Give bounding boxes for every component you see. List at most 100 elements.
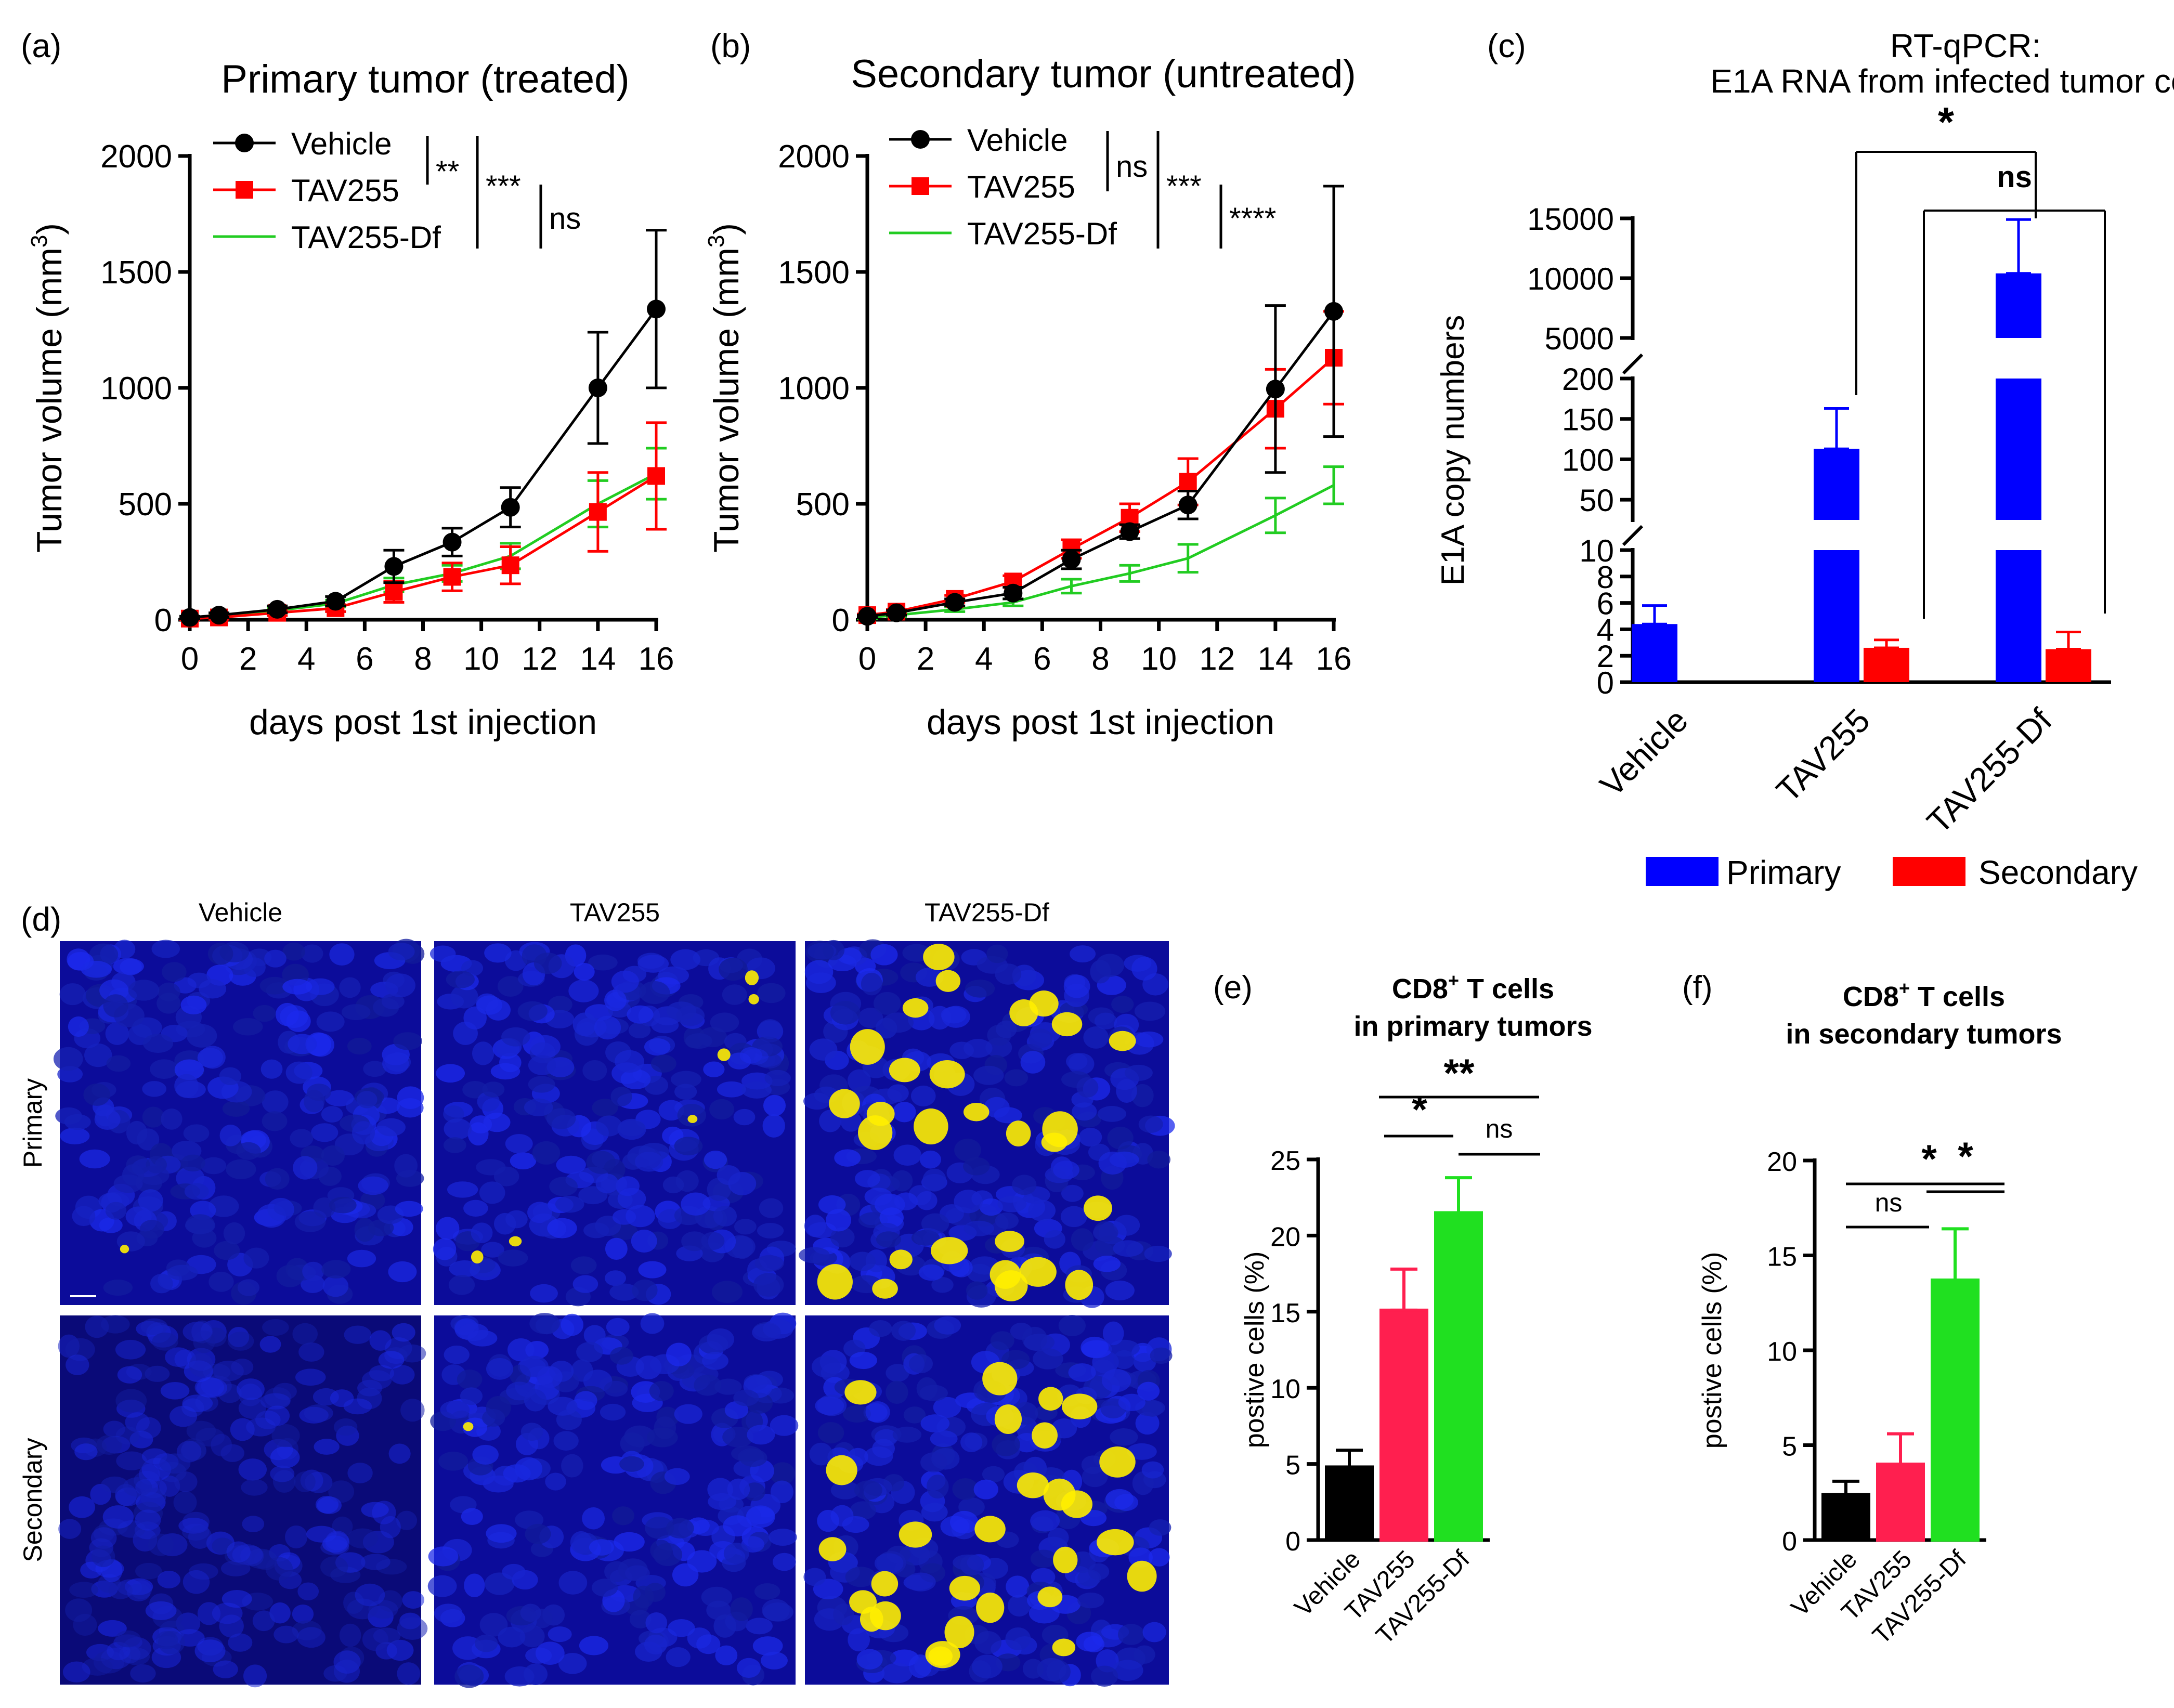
nucleus [708,1493,737,1510]
nucleus [476,995,503,1015]
bar-TAV255-Df [1434,1211,1483,1542]
nucleus [833,1603,854,1626]
nucleus [139,1220,164,1240]
nucleus [572,1012,597,1036]
nucleus [236,1142,261,1160]
nucleus [140,1487,166,1508]
nucleus [626,1205,655,1228]
data-point-Vehicle [1178,496,1197,515]
nucleus [525,1523,551,1544]
nucleus [157,993,181,1014]
cd8-positive-cell [899,1521,932,1548]
nucleus [199,1046,226,1069]
nucleus [568,979,599,1002]
nucleus [483,1475,514,1493]
nucleus [973,1065,1004,1085]
nucleus [611,970,639,993]
nucleus [125,1206,152,1227]
nucleus [74,1443,98,1461]
nucleus [1101,1368,1131,1392]
nucleus [102,1505,134,1529]
series-line-TAV255 [867,357,1335,617]
nucleus [483,1112,511,1132]
nucleus [396,1510,418,1531]
nucleus [94,1109,121,1130]
nucleus [872,1439,895,1458]
cd8-positive-cell [914,1108,948,1145]
nucleus [479,1613,508,1637]
x-axis-label: days post 1st injection [927,702,1274,742]
nucleus [586,1151,616,1174]
nucleus [930,1430,958,1448]
nucleus [1012,1175,1037,1195]
nucleus [428,1546,459,1567]
nucleus [201,1157,227,1175]
cd8-positive-cell [949,1575,981,1601]
nucleus [582,1060,607,1081]
cd8-positive-cell [1127,1560,1157,1592]
data-point-Vehicle [501,498,520,517]
nucleus [264,949,287,968]
nucleus [265,1405,290,1426]
nucleus [1091,1665,1118,1687]
data-point-Vehicle [858,607,877,626]
nucleus [960,1432,983,1452]
nucleus [302,1261,324,1282]
nucleus [674,1137,703,1156]
nucleus [722,1426,754,1448]
significance-label: * [1938,99,1955,145]
nucleus [809,1442,833,1466]
nucleus [151,940,180,958]
nucleus [874,1553,904,1574]
y-axis-label: Tumor volume (mm3) [27,223,69,553]
x-tick-label: 2 [917,641,934,677]
series-line-TAV255-Df [189,472,657,619]
nucleus [964,1220,994,1236]
nucleus [174,1471,198,1492]
nucleus [259,976,290,995]
nucleus [717,1081,746,1098]
nucleus [992,1432,1020,1456]
legend-label-Vehicle: Vehicle [291,126,392,161]
nucleus [583,1325,606,1345]
nucleus [869,1320,892,1337]
nucleus [574,1391,597,1410]
nucleus [186,1024,217,1048]
nucleus [167,1264,198,1281]
chart-title-line: in primary tumors [1353,1011,1592,1042]
nucleus [908,1654,932,1678]
data-point-TAV255 [385,583,403,601]
cd8-positive-cell [826,1455,857,1485]
data-point-Vehicle [1324,302,1343,321]
nucleus [670,949,700,970]
panel-b-tumor-growth-secondary: (b) Secondary tumor (untreated) 0 500 1000 15… [704,27,1356,742]
nucleus [382,1053,409,1075]
nucleus [162,962,187,982]
nucleus [873,992,901,1015]
y-tick-label: 150 [1562,402,1614,437]
nucleus [1004,1069,1029,1087]
nucleus [620,1069,651,1090]
nucleus [69,1582,99,1598]
y-tick-label: 10 [1270,1374,1300,1404]
nucleus [1093,1256,1121,1272]
nucleus [674,1084,697,1100]
y-axis-label-sup: 3 [704,235,729,247]
x-tick-label: 8 [1091,641,1109,677]
nucleus [596,1115,622,1137]
nucleus [369,1330,392,1351]
bar-TAV255 [1876,1463,1925,1542]
nucleus [921,1213,949,1234]
nucleus [672,1563,699,1587]
nucleus [905,1572,936,1592]
nucleus [457,1370,483,1390]
nucleus [1024,1334,1055,1351]
nucleus [228,1633,253,1652]
nucleus [706,1600,731,1620]
nucleus [472,1041,494,1065]
nucleus [170,1405,198,1427]
nucleus [388,1261,417,1283]
legend-label-Vehicle: Vehicle [967,123,1068,158]
nucleus [759,1198,784,1218]
nucleus [184,1183,209,1200]
